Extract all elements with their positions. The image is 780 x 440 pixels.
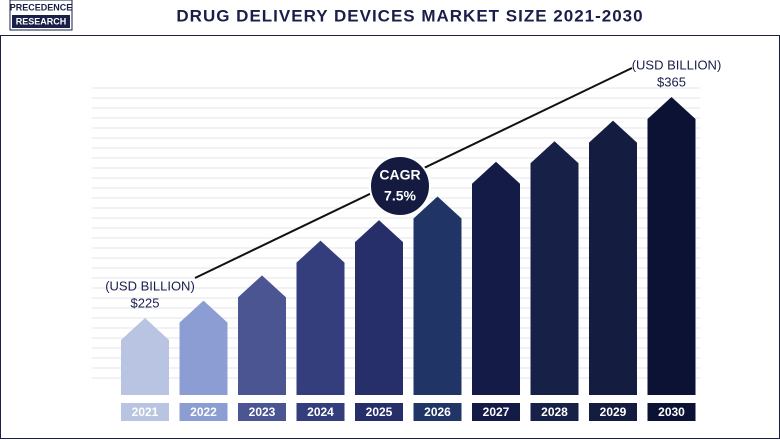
unit-label: (USD BILLION) xyxy=(632,57,722,72)
category-box xyxy=(647,403,696,421)
value-label: $365 xyxy=(657,74,686,89)
x-tick-label: 2025 xyxy=(366,405,393,419)
category-box xyxy=(530,403,579,421)
bar xyxy=(179,300,228,395)
bar xyxy=(647,97,696,395)
x-tick-label: 2028 xyxy=(541,405,568,419)
category-box xyxy=(121,403,169,421)
bar xyxy=(413,196,462,395)
logo-text: RESEARCH xyxy=(16,16,67,26)
x-tick-label: 2022 xyxy=(190,405,217,419)
category-box xyxy=(179,403,228,421)
x-tick-label: 2023 xyxy=(249,405,276,419)
category-box xyxy=(296,403,345,421)
x-tick-label: 2029 xyxy=(600,405,627,419)
cagr-label: CAGR xyxy=(379,167,420,183)
x-tick-label: 2030 xyxy=(658,405,685,419)
logo-text: PRECEDENCE xyxy=(10,2,73,12)
category-box xyxy=(238,403,286,421)
category-box xyxy=(355,403,403,421)
bar xyxy=(238,275,286,395)
bar xyxy=(296,240,345,395)
cagr-value: 7.5% xyxy=(384,188,416,204)
bar xyxy=(472,161,520,395)
bar xyxy=(121,318,169,395)
bar xyxy=(589,120,637,395)
bar xyxy=(355,220,403,395)
logo-band xyxy=(12,15,70,28)
category-box xyxy=(589,403,637,421)
chart-title: DRUG DELIVERY DEVICES MARKET SIZE 2021-2… xyxy=(176,6,643,25)
category-box xyxy=(472,403,520,421)
cagr-badge xyxy=(369,155,431,217)
x-tick-label: 2024 xyxy=(307,405,334,419)
unit-label: (USD BILLION) xyxy=(105,278,195,293)
x-tick-label: 2027 xyxy=(483,405,510,419)
bar xyxy=(530,141,579,395)
value-label: $225 xyxy=(131,295,160,310)
category-box xyxy=(413,403,462,421)
x-tick-label: 2021 xyxy=(132,405,159,419)
x-tick-label: 2026 xyxy=(424,405,451,419)
